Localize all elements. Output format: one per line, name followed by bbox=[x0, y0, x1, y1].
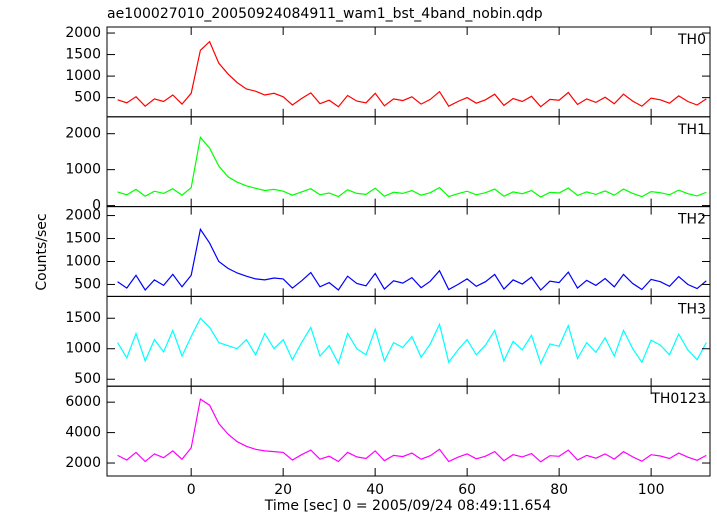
y-tick-label: 1500 bbox=[65, 47, 101, 63]
y-tick-label: 6000 bbox=[65, 394, 101, 410]
light-curve bbox=[117, 317, 707, 366]
x-tick-label: 100 bbox=[638, 482, 665, 498]
y-tick-label: 500 bbox=[74, 90, 101, 106]
y-tick-label: 1500 bbox=[65, 310, 101, 326]
y-axis-label: Counts/sec bbox=[34, 213, 50, 290]
y-tick-label: 1000 bbox=[65, 253, 101, 269]
y-tick-label: 0 bbox=[92, 198, 101, 214]
y-tick-label: 1000 bbox=[65, 341, 101, 357]
light-curve bbox=[117, 40, 707, 108]
x-tick-label: 20 bbox=[274, 482, 292, 498]
panel-label: TH2 bbox=[677, 212, 706, 228]
x-tick-label: 40 bbox=[366, 482, 384, 498]
light-curve bbox=[117, 398, 707, 463]
chart-title: ae100027010_20050924084911_wam1_bst_4ban… bbox=[107, 6, 543, 22]
light-curve bbox=[117, 135, 707, 198]
x-tick-label: 0 bbox=[187, 482, 196, 498]
y-tick-label: 1000 bbox=[65, 68, 101, 84]
panel-frame bbox=[106, 116, 711, 208]
panel-label: TH3 bbox=[677, 301, 706, 317]
y-tick-label: 500 bbox=[74, 371, 101, 387]
y-tick-label: 4000 bbox=[65, 425, 101, 441]
panel-label: TH0123 bbox=[650, 391, 706, 407]
x-axis-label: Time [sec] 0 = 2005/09/24 08:49:11.654 bbox=[264, 498, 552, 514]
y-tick-label: 2000 bbox=[65, 208, 101, 224]
panel-frame bbox=[106, 26, 711, 118]
panel-label: TH0 bbox=[677, 32, 706, 48]
y-tick-label: 500 bbox=[74, 276, 101, 292]
y-tick-label: 2000 bbox=[65, 455, 101, 471]
y-tick-label: 2000 bbox=[65, 126, 101, 142]
y-tick-label: 1000 bbox=[65, 162, 101, 178]
x-tick-label: 80 bbox=[550, 482, 568, 498]
y-tick-label: 2000 bbox=[65, 25, 101, 41]
x-tick-label: 60 bbox=[458, 482, 476, 498]
panel-label: TH1 bbox=[677, 122, 706, 138]
panel-frame bbox=[106, 206, 711, 297]
y-tick-label: 1500 bbox=[65, 231, 101, 247]
light-curve bbox=[117, 227, 707, 291]
panel-frame bbox=[106, 385, 711, 477]
